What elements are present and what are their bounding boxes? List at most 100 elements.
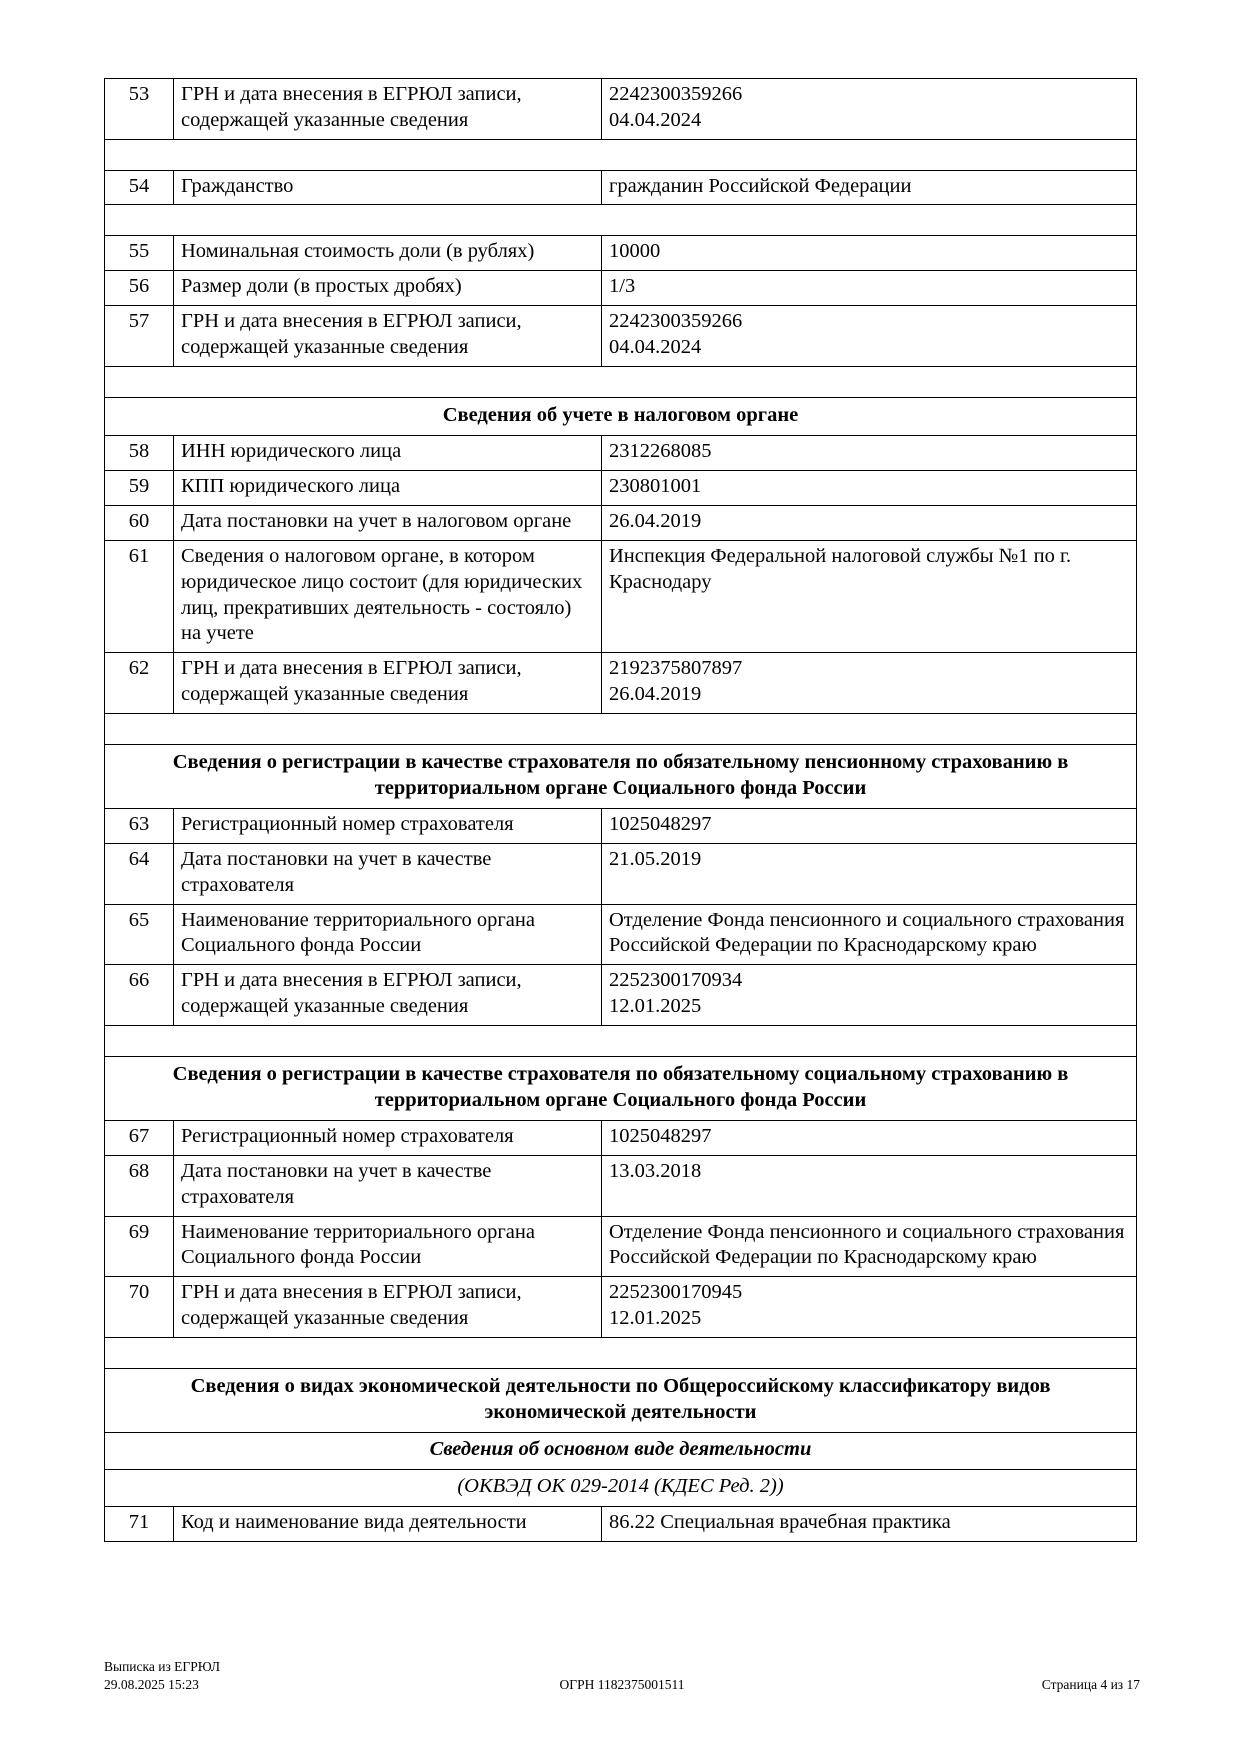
row-label: Наименование территориального органа Соц… — [173, 903, 602, 966]
row-value: 86.22 Специальная врачебная практика — [601, 1505, 1137, 1542]
row-label: Код и наименование вида деятельности — [173, 1505, 602, 1542]
table-heading-row: Сведения об основном виде деятельности — [104, 1432, 1137, 1471]
table-row: 70 ГРН и дата внесения в ЕГРЮЛ записи, со… — [104, 1276, 1137, 1338]
table-spacer-row — [104, 1336, 1137, 1369]
row-number: 63 — [104, 808, 174, 844]
row-value: 10000 — [601, 235, 1137, 272]
row-value: Инспекция Федеральной налоговой службы №… — [601, 539, 1137, 654]
table-spacer-row — [104, 712, 1137, 745]
table-row: 53 ГРН и дата внесения в ЕГРЮЛ записи, со… — [104, 78, 1137, 140]
row-value: гражданин Российской Федерации — [601, 169, 1137, 206]
row-label: ГРН и дата внесения в ЕГРЮЛ записи, соде… — [173, 964, 602, 1026]
section-header: Сведения о регистрации в качестве страхо… — [104, 1055, 1137, 1122]
row-label: ГРН и дата внесения в ЕГРЮЛ записи, соде… — [173, 78, 602, 140]
row-number: 66 — [104, 964, 174, 1026]
row-number: 64 — [104, 842, 174, 905]
row-number: 65 — [104, 903, 174, 966]
section-header: Сведения о регистрации в качестве страхо… — [104, 743, 1137, 810]
footer-doc-title: Выписка из ЕГРЮЛ — [104, 1659, 221, 1674]
row-value: 13.03.2018 — [601, 1155, 1137, 1217]
row-value: 1025048297 — [601, 1120, 1137, 1156]
row-value: 2312268085 — [601, 435, 1137, 472]
table-row: 54 Гражданство гражданин Российской Федера… — [104, 169, 1137, 206]
table-heading-row: Сведения об учете в налоговом органе — [104, 396, 1137, 437]
footer-timestamp: 29.08.2025 15:23 — [104, 1677, 199, 1692]
table-row: 71 Код и наименование вида деятельности 86… — [104, 1505, 1137, 1542]
spacer-cell — [104, 365, 1137, 398]
row-number: 58 — [104, 435, 174, 472]
row-label: Наименование территориального органа Соц… — [173, 1215, 602, 1278]
spacer-cell — [104, 138, 1137, 171]
row-label: ГРН и дата внесения в ЕГРЮЛ записи, соде… — [173, 305, 602, 367]
row-label: Регистрационный номер страхователя — [173, 1120, 602, 1156]
footer-line-1: Выписка из ЕГРЮЛ — [104, 1658, 1140, 1676]
table-heading-row: Сведения о регистрации в качестве страхо… — [104, 1055, 1137, 1122]
row-number: 67 — [104, 1120, 174, 1156]
row-number: 56 — [104, 270, 174, 307]
row-number: 71 — [104, 1505, 174, 1542]
section-header: Сведения об учете в налоговом органе — [104, 396, 1137, 437]
table-spacer-row — [104, 138, 1137, 171]
row-number: 62 — [104, 652, 174, 714]
row-value: 2252300170934 12.01.2025 — [601, 964, 1137, 1026]
row-label: Дата постановки на учет в качестве страх… — [173, 1155, 602, 1217]
table-row: 57 ГРН и дата внесения в ЕГРЮЛ записи, со… — [104, 305, 1137, 367]
row-label: ГРН и дата внесения в ЕГРЮЛ записи, соде… — [173, 652, 602, 714]
table-row: 55 Номинальная стоимость доли (в рублях) 1… — [104, 235, 1137, 272]
row-number: 55 — [104, 235, 174, 272]
row-label: Регистрационный номер страхователя — [173, 808, 602, 844]
row-number: 69 — [104, 1215, 174, 1278]
row-label: Номинальная стоимость доли (в рублях) — [173, 235, 602, 272]
row-value: 26.04.2019 — [601, 505, 1137, 541]
row-label: Гражданство — [173, 169, 602, 206]
table-heading-row: Сведения о видах экономической деятельно… — [104, 1367, 1137, 1434]
footer-page-number: Страница 4 из 17 — [1041, 1677, 1140, 1692]
row-label: Сведения о налоговом органе, в котором ю… — [173, 539, 602, 654]
table-row: 67 Регистрационный номер страхователя 1025… — [104, 1120, 1137, 1156]
table-spacer-row — [104, 365, 1137, 398]
table-row: 68 Дата постановки на учет в качестве стр… — [104, 1155, 1137, 1217]
row-number: 68 — [104, 1155, 174, 1217]
row-value: 2192375807897 26.04.2019 — [601, 652, 1137, 714]
footer-ogrn: ОГРН 1182375001511 — [559, 1677, 685, 1692]
table-row: 66 ГРН и дата внесения в ЕГРЮЛ записи, со… — [104, 964, 1137, 1026]
row-value: 1025048297 — [601, 808, 1137, 844]
row-number: 61 — [104, 539, 174, 654]
row-value: 2242300359266 04.04.2024 — [601, 305, 1137, 367]
table-spacer-row — [104, 204, 1137, 237]
table-heading-row: Сведения о регистрации в качестве страхо… — [104, 743, 1137, 810]
row-label: Дата постановки на учет в налоговом орга… — [173, 505, 602, 541]
spacer-cell — [104, 1024, 1137, 1057]
table-row: 60 Дата постановки на учет в налоговом ор… — [104, 505, 1137, 541]
row-number: 57 — [104, 305, 174, 367]
table-row: 59 КПП юридического лица 230801001 — [104, 470, 1137, 507]
section-header: Сведения о видах экономической деятельно… — [104, 1367, 1137, 1434]
row-label: Размер доли (в простых дробях) — [173, 270, 602, 307]
table-row: 58 ИНН юридического лица 2312268085 — [104, 435, 1137, 472]
row-label: ГРН и дата внесения в ЕГРЮЛ записи, соде… — [173, 1276, 602, 1338]
row-value: 1/3 — [601, 270, 1137, 307]
spacer-cell — [104, 1336, 1137, 1369]
row-value: Отделение Фонда пенсионного и социальног… — [601, 903, 1137, 966]
footer-line-2: 29.08.2025 15:23 ОГРН 1182375001511 Стра… — [104, 1676, 1140, 1694]
section-subheader-note: (ОКВЭД ОК 029-2014 (КДЕС Ред. 2)) — [104, 1469, 1137, 1507]
spacer-cell — [104, 712, 1137, 745]
table-row: 69 Наименование территориального органа С… — [104, 1215, 1137, 1278]
spacer-cell — [104, 204, 1137, 237]
table-row: 61 Сведения о налоговом органе, в котором… — [104, 539, 1137, 654]
row-number: 70 — [104, 1276, 174, 1338]
table-row: 62 ГРН и дата внесения в ЕГРЮЛ записи, со… — [104, 652, 1137, 714]
table-spacer-row — [104, 1024, 1137, 1057]
table-heading-row: (ОКВЭД ОК 029-2014 (КДЕС Ред. 2)) — [104, 1469, 1137, 1507]
row-label: Дата постановки на учет в качестве страх… — [173, 842, 602, 905]
table-row: 64 Дата постановки на учет в качестве стр… — [104, 842, 1137, 905]
section-subheader: Сведения об основном виде деятельности — [104, 1432, 1137, 1471]
row-number: 53 — [104, 78, 174, 140]
table-body: 53 ГРН и дата внесения в ЕГРЮЛ записи, со… — [104, 78, 1137, 1542]
page-footer: Выписка из ЕГРЮЛ 29.08.2025 15:23 ОГРН 1… — [104, 1658, 1140, 1694]
table-row: 56 Размер доли (в простых дробях) 1/3 — [104, 270, 1137, 307]
row-value: 230801001 — [601, 470, 1137, 507]
table-row: 65 Наименование территориального органа С… — [104, 903, 1137, 966]
table-row: 63 Регистрационный номер страхователя 1025… — [104, 808, 1137, 844]
